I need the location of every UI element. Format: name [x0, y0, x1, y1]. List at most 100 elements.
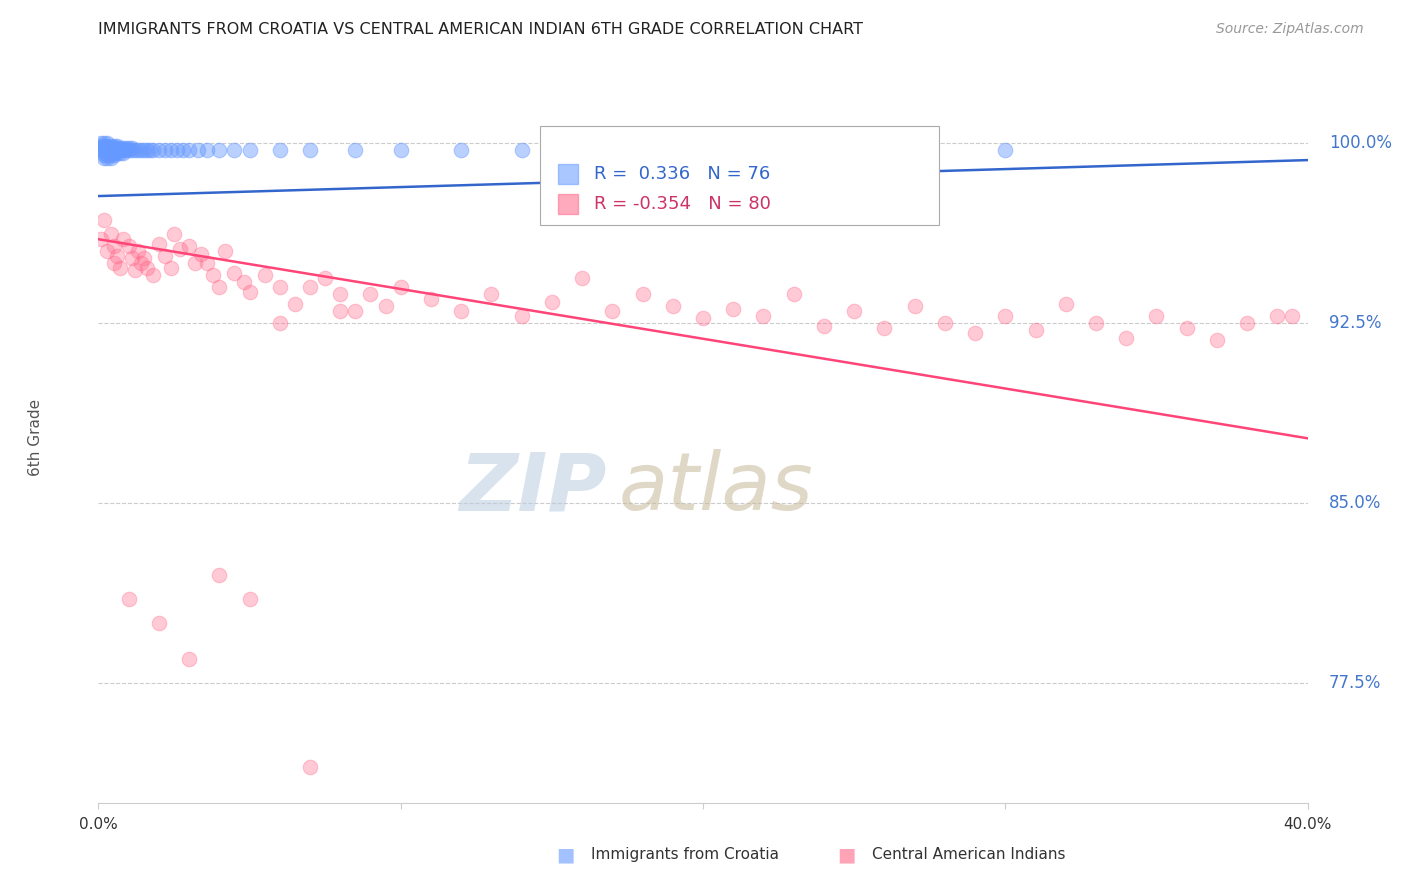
Text: 6th Grade: 6th Grade [28, 399, 42, 475]
Point [208, 568, 231, 582]
Point [299, 144, 322, 158]
Point [118, 144, 141, 158]
Point [93, 148, 115, 162]
Point [540, 294, 562, 309]
Point [90, 144, 112, 158]
Point [105, 249, 128, 263]
Text: atlas: atlas [619, 450, 813, 527]
Point [153, 249, 176, 263]
Point [177, 652, 201, 666]
Point [90, 141, 112, 155]
Point [103, 144, 125, 158]
Text: R =  0.336   N = 76: R = 0.336 N = 76 [595, 165, 770, 183]
Text: 92.5%: 92.5% [1329, 314, 1381, 332]
Point [389, 280, 412, 294]
Point [100, 148, 122, 162]
Point [314, 270, 336, 285]
Point [631, 287, 654, 301]
Point [129, 256, 152, 270]
Point [121, 141, 143, 155]
Text: Immigrants from Croatia: Immigrants from Croatia [591, 847, 779, 862]
Point [602, 304, 624, 318]
Text: 40.0%: 40.0% [1284, 817, 1331, 832]
Point [844, 304, 866, 318]
Point [934, 316, 956, 330]
Point [253, 268, 276, 283]
Point [160, 144, 183, 158]
Point [450, 304, 472, 318]
Point [100, 227, 122, 242]
Text: Central American Indians: Central American Indians [872, 847, 1066, 862]
Point [100, 151, 122, 165]
Point [93, 136, 115, 151]
Point [344, 304, 367, 318]
Point [172, 144, 194, 158]
Point [661, 299, 683, 313]
Point [114, 144, 136, 158]
Point [103, 138, 125, 153]
Point [118, 591, 141, 606]
Point [135, 260, 157, 275]
Point [904, 144, 927, 158]
Point [103, 256, 125, 270]
Point [96, 144, 118, 158]
Point [105, 138, 128, 153]
Point [1175, 321, 1198, 335]
Point [873, 321, 896, 335]
Point [105, 144, 128, 158]
Point [344, 144, 367, 158]
Point [299, 760, 322, 774]
Point [90, 232, 112, 246]
Point [510, 144, 533, 158]
Point [1144, 309, 1167, 323]
Point [139, 144, 162, 158]
Point [329, 304, 352, 318]
Point [96, 151, 118, 165]
Point [692, 311, 714, 326]
Point [571, 270, 593, 285]
Point [160, 260, 183, 275]
Point [100, 144, 122, 158]
Point [96, 141, 118, 155]
Point [89, 141, 111, 155]
Point [419, 292, 441, 306]
Point [214, 244, 236, 259]
Point [118, 239, 141, 253]
Point [329, 287, 352, 301]
Point [127, 244, 149, 259]
Point [121, 144, 143, 158]
Point [103, 239, 125, 253]
Text: 100.0%: 100.0% [1329, 135, 1392, 153]
Point [647, 144, 669, 158]
Point [105, 145, 128, 160]
Point [232, 276, 254, 290]
Point [571, 144, 593, 158]
Point [103, 141, 125, 155]
Point [904, 299, 927, 313]
FancyBboxPatch shape [540, 126, 939, 225]
Point [1206, 333, 1229, 347]
Point [239, 591, 262, 606]
Point [121, 252, 143, 266]
Text: ■: ■ [555, 845, 575, 864]
Point [813, 318, 835, 333]
Point [108, 141, 131, 155]
Point [965, 326, 987, 340]
Point [96, 136, 118, 151]
Text: ■: ■ [837, 845, 856, 864]
Point [208, 280, 231, 294]
Text: Source: ZipAtlas.com: Source: ZipAtlas.com [1216, 22, 1364, 37]
Point [994, 144, 1017, 158]
Point [481, 287, 503, 301]
Text: R = -0.354   N = 80: R = -0.354 N = 80 [595, 195, 770, 213]
Point [994, 309, 1017, 323]
Point [108, 145, 131, 160]
Point [93, 144, 115, 158]
Point [721, 144, 744, 158]
Point [1024, 323, 1046, 337]
Point [132, 252, 155, 266]
Point [510, 309, 533, 323]
Point [103, 148, 125, 162]
Point [1265, 309, 1288, 323]
Point [96, 244, 118, 259]
